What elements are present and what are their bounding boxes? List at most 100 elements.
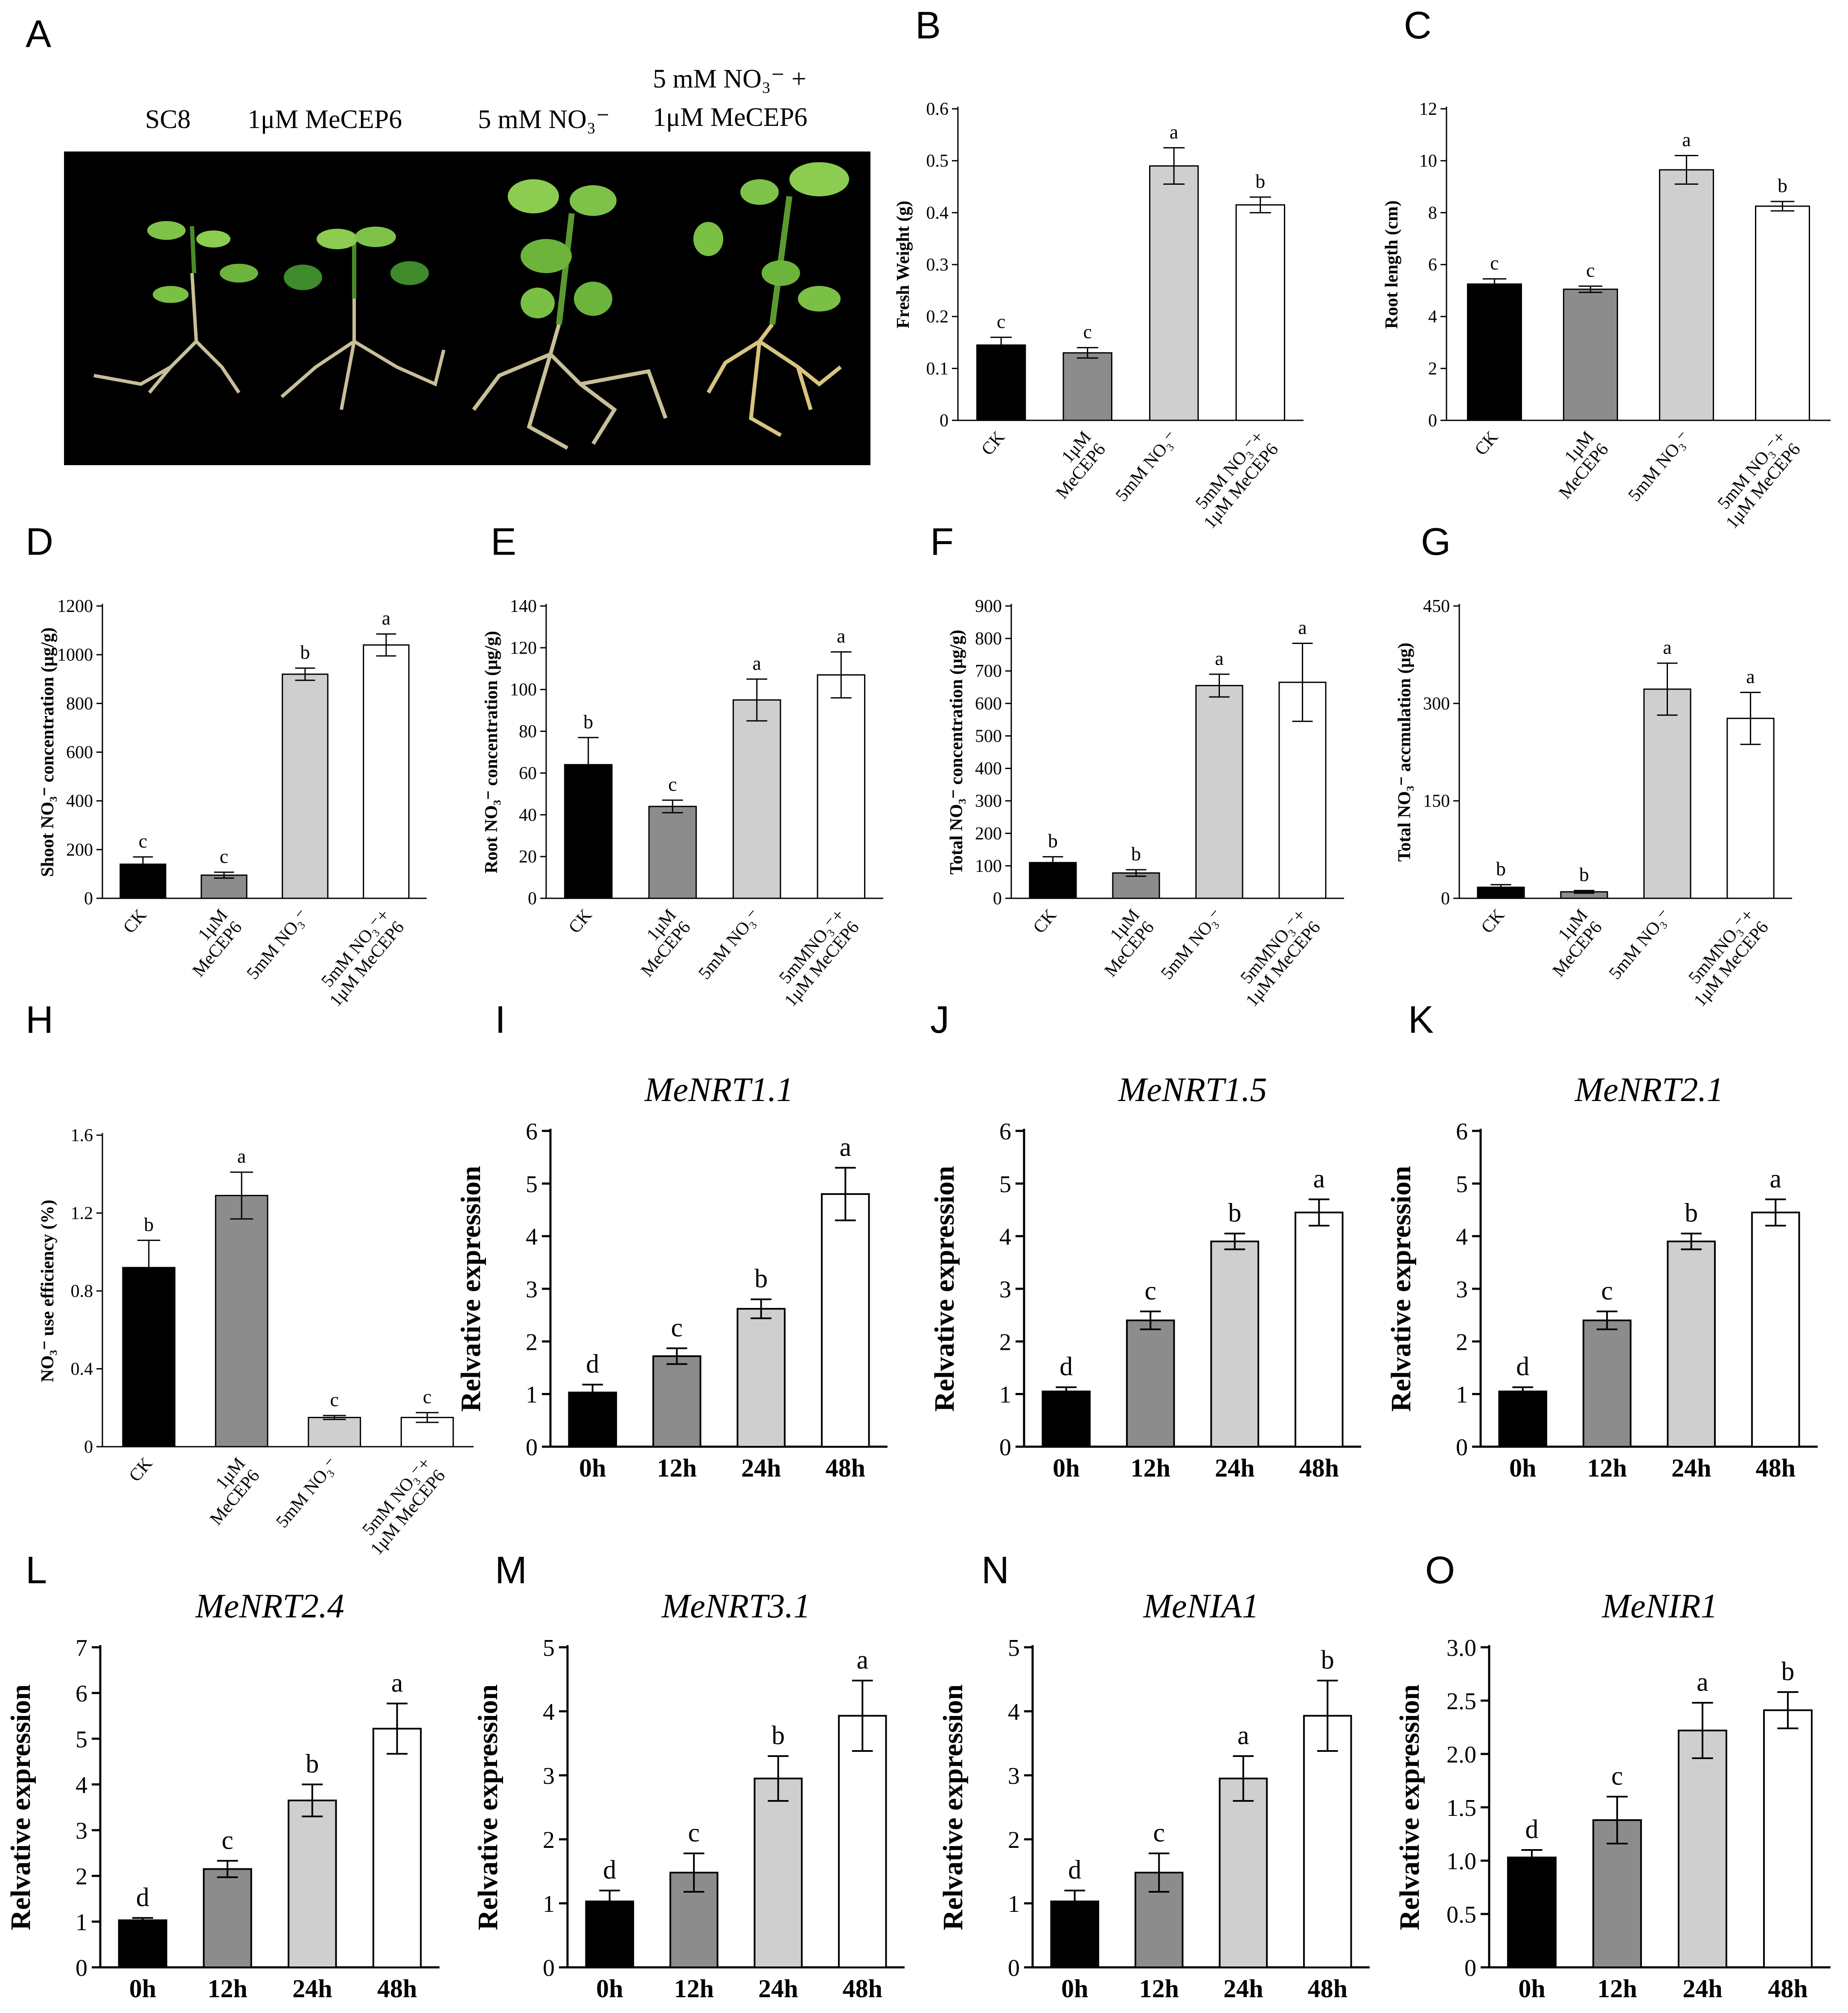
y-tick-label: 0 bbox=[1008, 1955, 1020, 1981]
panel-l: L MeNRT2.4 0 1 2 3 4 5 6 7 Relvative expression d 0h… bbox=[5, 1549, 439, 2003]
bar bbox=[288, 1799, 337, 1969]
x-tick-label: 24h bbox=[1215, 1454, 1254, 1482]
significance-letter: b bbox=[1778, 175, 1787, 196]
bar bbox=[308, 1417, 361, 1448]
significance-letter: d bbox=[1059, 1352, 1073, 1381]
x-tick-label: 48h bbox=[843, 1975, 882, 2003]
y-tick-label: 5 bbox=[526, 1171, 538, 1197]
bar bbox=[976, 344, 1026, 421]
y-tick-label: 3 bbox=[999, 1276, 1011, 1303]
y-tick-label: 2 bbox=[543, 1827, 555, 1853]
y-axis-label: Relvative expression bbox=[455, 1166, 486, 1412]
y-tick-label: 800 bbox=[66, 694, 93, 714]
y-tick-label: 0 bbox=[940, 411, 949, 431]
panel-label-a: A bbox=[26, 13, 51, 55]
y-tick-label: 2 bbox=[526, 1329, 538, 1355]
chart-title: MeNRT3.1 bbox=[661, 1588, 811, 1625]
photo-label-no3: 5 mM NO₃⁻ bbox=[478, 105, 610, 134]
y-tick-label: 0.5 bbox=[926, 151, 949, 171]
y-tick-label: 1.5 bbox=[1446, 1795, 1476, 1821]
x-tick-label: 12h bbox=[657, 1454, 697, 1482]
significance-letter: a bbox=[1237, 1721, 1249, 1750]
y-tick-label: 0 bbox=[999, 1434, 1011, 1461]
y-tick-label: 0.3 bbox=[926, 255, 949, 275]
x-tick-label: 48h bbox=[1299, 1454, 1339, 1482]
y-tick-label: 500 bbox=[975, 726, 1002, 746]
significance-letter: b bbox=[1685, 1199, 1698, 1228]
significance-letter: a bbox=[1769, 1164, 1781, 1193]
x-tick-label: 48h bbox=[1768, 1975, 1807, 2003]
y-tick-label: 900 bbox=[975, 597, 1002, 616]
bar bbox=[1659, 169, 1714, 421]
x-tick-label: 24h bbox=[741, 1454, 781, 1482]
significance-letter: a bbox=[1298, 617, 1307, 638]
y-tick-label: 60 bbox=[519, 763, 537, 783]
chart-title: MeNRT2.4 bbox=[195, 1588, 344, 1625]
panel-label-j: J bbox=[930, 999, 949, 1041]
bar bbox=[817, 674, 866, 899]
y-tick-label: 150 bbox=[1423, 792, 1450, 811]
bar bbox=[736, 1308, 786, 1448]
bar bbox=[118, 1919, 168, 1969]
significance-letter: a bbox=[382, 607, 390, 629]
panel-label-l: L bbox=[26, 1549, 47, 1592]
y-axis-label: NO₃⁻ use efficiency (%) bbox=[38, 1200, 58, 1382]
y-tick-label: 0.2 bbox=[926, 307, 949, 327]
chart-title: MeNRT1.1 bbox=[644, 1071, 794, 1109]
y-tick-label: 2.0 bbox=[1446, 1742, 1476, 1768]
bar bbox=[1219, 1777, 1268, 1968]
significance-letter: c bbox=[997, 310, 1005, 332]
y-tick-label: 3 bbox=[1008, 1763, 1020, 1789]
bar bbox=[1755, 205, 1810, 421]
y-tick-label: 1 bbox=[1008, 1891, 1020, 1917]
y-tick-label: 0 bbox=[526, 1434, 538, 1461]
y-axis-label: Total NO₃⁻ accmulation (μg) bbox=[1395, 643, 1414, 862]
x-tick-label: 12h bbox=[674, 1975, 714, 2003]
significance-letter: d bbox=[1068, 1856, 1081, 1885]
bar bbox=[1751, 1212, 1800, 1448]
significance-letter: c bbox=[1144, 1276, 1156, 1305]
bar bbox=[754, 1777, 803, 1968]
bar bbox=[1149, 165, 1199, 421]
y-tick-label: 4 bbox=[526, 1224, 538, 1250]
y-tick-label: 40 bbox=[519, 805, 537, 825]
y-tick-label: 1 bbox=[76, 1909, 87, 1936]
y-tick-label: 80 bbox=[519, 722, 537, 742]
bar bbox=[564, 764, 613, 899]
significance-letter: c bbox=[688, 1818, 700, 1847]
plant-no3 bbox=[472, 179, 668, 450]
y-axis-label: Relvative expression bbox=[937, 1684, 969, 1930]
x-tick-label: 48h bbox=[1756, 1454, 1796, 1482]
y-tick-label: 2 bbox=[999, 1329, 1011, 1355]
significance-letter: b bbox=[583, 711, 593, 732]
panel-label-e: E bbox=[491, 521, 516, 563]
plant-sc8 bbox=[93, 221, 258, 394]
y-tick-label: 0 bbox=[84, 889, 93, 909]
y-tick-label: 2.5 bbox=[1446, 1688, 1476, 1715]
bar bbox=[1667, 1241, 1716, 1448]
chart-title: MeNIR1 bbox=[1601, 1588, 1717, 1625]
x-tick-label: 0h bbox=[1509, 1454, 1536, 1482]
bar bbox=[201, 874, 247, 899]
y-tick-label: 0.4 bbox=[926, 203, 949, 223]
y-tick-label: 3.0 bbox=[1446, 1635, 1476, 1661]
y-axis-label: Total NO₃⁻ concentration (μg/g) bbox=[947, 630, 966, 875]
bar bbox=[1294, 1212, 1344, 1448]
x-tick-label: 12h bbox=[1597, 1975, 1637, 2003]
significance-letter: a bbox=[391, 1669, 403, 1698]
y-tick-label: 600 bbox=[66, 743, 93, 763]
y-tick-label: 5 bbox=[543, 1635, 555, 1661]
y-tick-label: 3 bbox=[76, 1818, 87, 1844]
y-tick-label: 4 bbox=[1428, 307, 1437, 327]
significance-letter: b bbox=[1131, 843, 1141, 865]
y-tick-label: 0.4 bbox=[71, 1360, 93, 1379]
plant-mecep6 bbox=[280, 227, 445, 410]
x-tick-label: 48h bbox=[826, 1454, 865, 1482]
bar bbox=[648, 806, 697, 899]
y-tick-label: 1.0 bbox=[1446, 1848, 1476, 1875]
significance-letter: d bbox=[1525, 1815, 1539, 1844]
x-tick-label: 24h bbox=[1682, 1975, 1722, 2003]
y-tick-label: 1 bbox=[999, 1382, 1011, 1408]
significance-letter: c bbox=[139, 830, 147, 852]
y-tick-label: 0.6 bbox=[926, 99, 949, 119]
